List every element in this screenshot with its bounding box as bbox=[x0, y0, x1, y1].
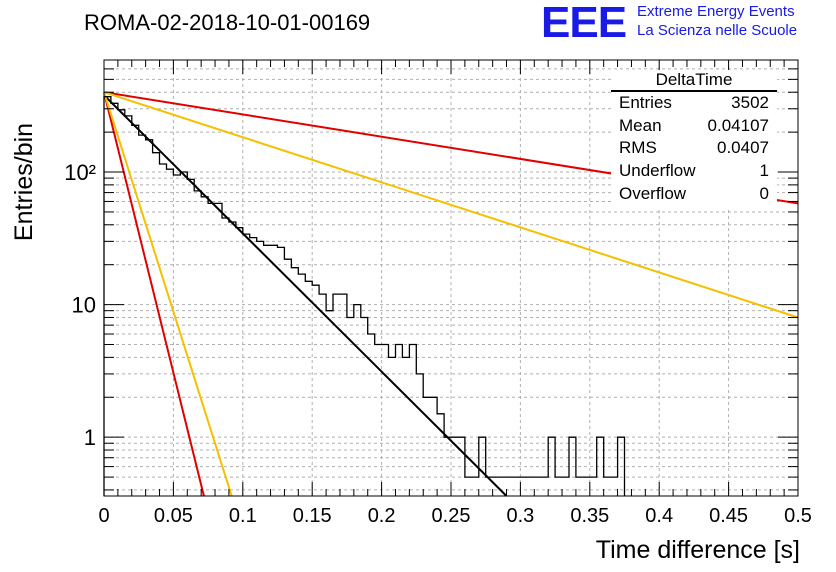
x-tick-label: 0.45 bbox=[709, 505, 748, 527]
x-tick-label: 0.35 bbox=[570, 505, 609, 527]
x-tick-label: 0.25 bbox=[432, 505, 471, 527]
stats-row: Entries 3502 bbox=[619, 92, 769, 114]
stats-label: Underflow bbox=[619, 161, 696, 180]
plot-title: ROMA-02-2018-10-01-00169 bbox=[84, 10, 371, 35]
x-tick-label: 0.15 bbox=[293, 505, 332, 527]
fit-curve bbox=[103, 91, 799, 319]
stats-value: 0.0407 bbox=[717, 138, 769, 157]
x-tick-label: 0.3 bbox=[506, 505, 534, 527]
y-axis-label: Entries/bin bbox=[10, 123, 38, 241]
brand-line-1: Extreme Energy Events bbox=[637, 3, 795, 20]
x-axis-label: Time difference [s] bbox=[596, 536, 800, 564]
stats-title: DeltaTime bbox=[611, 70, 777, 92]
fit-curve bbox=[103, 94, 508, 497]
y-tick-labels: 1 10 10² bbox=[64, 160, 96, 450]
x-tick-label: 0.1 bbox=[229, 505, 257, 527]
fit-curve bbox=[103, 91, 233, 497]
stats-label: Mean bbox=[619, 116, 662, 135]
stats-label: Overflow bbox=[619, 184, 687, 203]
brand-line-2: La Scienza nelle Scuole bbox=[637, 22, 798, 39]
stats-value: 3502 bbox=[731, 93, 769, 112]
stats-value: 0.04107 bbox=[707, 116, 769, 135]
stats-label: Entries bbox=[619, 93, 672, 112]
x-tick-labels: 0 0.05 0.1 0.15 0.2 0.25 0.3 0.35 0.4 0.45 0.5 bbox=[98, 505, 811, 527]
stats-box: DeltaTime Entries 3502 Mean 0.04107 RMS … bbox=[611, 70, 777, 210]
axis-ticks bbox=[103, 59, 799, 496]
eee-logo: EEE bbox=[541, 0, 627, 47]
stats-row: RMS 0.0407 bbox=[619, 137, 769, 159]
stats-row: Underflow 1 bbox=[619, 160, 769, 182]
stats-row: Mean 0.04107 bbox=[619, 115, 769, 137]
y-tick-label: 10 bbox=[72, 293, 96, 318]
x-tick-label: 0.05 bbox=[154, 505, 193, 527]
stats-row: Overflow 0 bbox=[619, 183, 769, 205]
fit-curve bbox=[103, 91, 205, 497]
y-tick-label: 1 bbox=[84, 425, 96, 450]
histogram bbox=[103, 96, 626, 496]
histogram-outline bbox=[103, 96, 626, 496]
x-tick-label: 0.5 bbox=[784, 505, 812, 527]
x-tick-label: 0.4 bbox=[645, 505, 673, 527]
x-tick-label: 0.2 bbox=[368, 505, 396, 527]
stats-value: 0 bbox=[759, 184, 769, 203]
stats-value: 1 bbox=[759, 161, 769, 180]
y-tick-label: 10² bbox=[64, 160, 96, 185]
x-tick-label: 0 bbox=[98, 505, 109, 527]
stats-label: RMS bbox=[619, 138, 657, 157]
